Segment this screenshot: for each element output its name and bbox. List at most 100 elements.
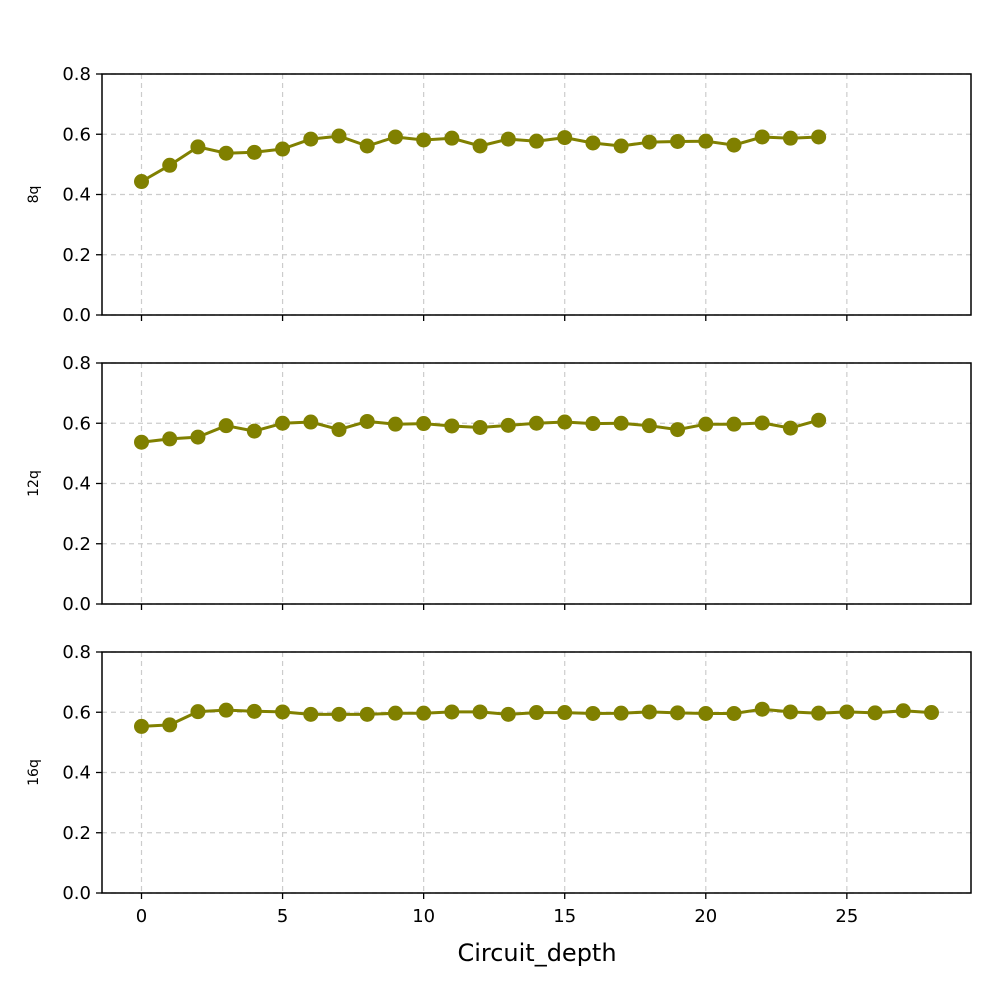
- data-point: [190, 429, 206, 445]
- data-point: [387, 705, 403, 721]
- data-point: [331, 422, 347, 438]
- data-point: [613, 415, 629, 431]
- x-axis-label: Circuit_depth: [457, 939, 616, 967]
- data-point: [134, 434, 149, 450]
- data-point: [529, 133, 544, 149]
- y-tick-label: 0.8: [62, 353, 91, 374]
- y-tick-label: 0.0: [62, 305, 91, 326]
- data-point: [162, 157, 178, 173]
- data-point: [670, 422, 686, 438]
- data-point: [359, 706, 375, 722]
- panel-ylabel: 8q: [26, 186, 42, 204]
- data-point: [839, 704, 855, 720]
- data-point: [303, 706, 319, 722]
- y-tick-label: 0.6: [62, 413, 91, 434]
- data-point: [416, 132, 432, 148]
- data-point: [726, 416, 742, 432]
- data-point: [275, 141, 291, 157]
- data-point: [246, 703, 262, 719]
- data-point: [218, 145, 234, 161]
- data-point: [331, 706, 347, 722]
- data-point: [444, 130, 460, 146]
- data-point: [218, 418, 234, 434]
- data-point: [726, 137, 742, 153]
- data-point: [416, 416, 432, 432]
- data-point: [218, 702, 234, 718]
- data-point: [867, 705, 883, 721]
- data-point: [359, 413, 375, 429]
- data-point: [895, 703, 911, 719]
- data-point: [698, 416, 714, 432]
- data-point: [246, 423, 262, 439]
- data-point: [698, 133, 714, 149]
- data-point: [557, 130, 573, 146]
- y-tick-label: 0.2: [62, 823, 91, 844]
- data-point: [246, 144, 262, 160]
- data-point: [275, 415, 291, 431]
- data-point: [557, 705, 573, 721]
- y-tick-label: 0.0: [62, 883, 91, 904]
- panel-8q: 0.0 0.2 0.4 0.6 0.8 8q: [26, 64, 972, 326]
- data-point: [641, 704, 657, 720]
- y-tick-label: 0.6: [62, 124, 91, 145]
- panel-12q: 0.0 0.2 0.4 0.6 0.8 12q: [26, 353, 972, 615]
- y-tick-label: 0.4: [62, 763, 91, 784]
- data-point: [811, 412, 827, 428]
- y-tick-label: 0.2: [62, 245, 91, 266]
- data-point: [472, 704, 488, 720]
- y-tick-label: 0.2: [62, 534, 91, 555]
- y-tick-label: 0.8: [62, 642, 91, 663]
- data-point: [924, 705, 939, 721]
- data-point: [162, 431, 178, 447]
- y-tick-label: 0.0: [62, 594, 91, 615]
- x-tick-label: 20: [694, 906, 717, 927]
- data-point: [613, 705, 629, 721]
- data-point: [387, 416, 403, 432]
- data-point: [331, 128, 347, 144]
- data-point: [782, 420, 798, 436]
- data-point: [275, 704, 291, 720]
- data-point: [500, 706, 516, 722]
- data-point: [811, 129, 827, 145]
- data-point: [134, 718, 149, 734]
- data-point: [585, 705, 601, 721]
- data-point: [500, 417, 516, 433]
- data-point: [359, 138, 375, 154]
- data-point: [529, 415, 544, 431]
- data-point: [557, 414, 573, 430]
- data-point: [472, 419, 488, 435]
- data-point: [303, 414, 319, 430]
- x-tick-label: 10: [412, 906, 435, 927]
- data-point: [444, 704, 460, 720]
- data-point: [670, 705, 686, 721]
- panels-layer: 0.00.20.40.60.88q0.00.20.40.60.812q0.00.…: [26, 64, 972, 927]
- panel-16q: 0.0 0.2 0.4 0.6 0.8 0 5 10 15 20 25 16q: [26, 642, 972, 927]
- data-point: [162, 717, 178, 733]
- data-point: [585, 135, 601, 151]
- panel-ylabel: 16q: [26, 759, 42, 786]
- data-point: [811, 705, 827, 721]
- data-point: [754, 129, 770, 145]
- data-point: [585, 416, 601, 432]
- data-point: [529, 705, 544, 721]
- data-point: [190, 704, 206, 720]
- y-tick-label: 0.6: [62, 702, 91, 723]
- y-tick-label: 0.4: [62, 185, 91, 206]
- data-point: [472, 138, 488, 154]
- data-point: [782, 704, 798, 720]
- data-point: [134, 174, 149, 190]
- data-point: [416, 705, 432, 721]
- data-point: [670, 133, 686, 149]
- data-point: [500, 131, 516, 147]
- data-point: [754, 701, 770, 717]
- data-point: [387, 129, 403, 145]
- y-tick-label: 0.4: [62, 474, 91, 495]
- x-tick-label: 15: [553, 906, 576, 927]
- data-point: [698, 705, 714, 721]
- data-point: [726, 705, 742, 721]
- data-point: [303, 131, 319, 147]
- x-tick-label: 5: [277, 906, 288, 927]
- data-point: [641, 134, 657, 150]
- panel-ylabel: 12q: [26, 470, 42, 497]
